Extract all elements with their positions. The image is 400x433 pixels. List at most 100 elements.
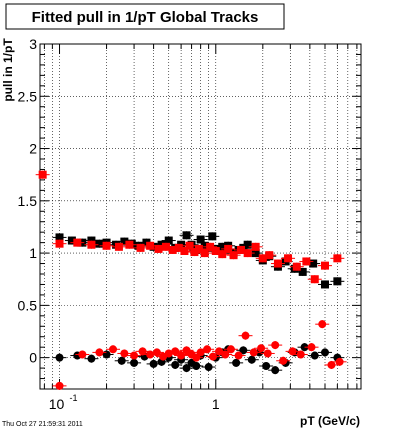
data-point-circle bbox=[221, 350, 230, 359]
data-point-circle bbox=[146, 350, 155, 359]
y-tick-label: 0.5 bbox=[18, 297, 38, 313]
data-point-square bbox=[265, 251, 274, 260]
data-point-square bbox=[87, 236, 96, 245]
data-point-square bbox=[182, 231, 191, 240]
data-point-circle bbox=[203, 345, 212, 354]
y-tick-label: 0 bbox=[29, 350, 37, 366]
data-point-square bbox=[292, 262, 301, 271]
data-point-square bbox=[125, 240, 134, 249]
title-box: Fitted pull in 1/pT Global Tracks bbox=[5, 3, 285, 30]
data-point-circle bbox=[192, 353, 201, 362]
data-point-circle bbox=[257, 344, 266, 353]
data-point-square bbox=[196, 235, 205, 244]
data-point-square bbox=[224, 244, 233, 253]
data-point-square bbox=[229, 251, 238, 260]
data-point-circle bbox=[247, 355, 256, 364]
data-point-circle bbox=[182, 364, 191, 373]
data-point-circle bbox=[249, 348, 258, 357]
data-point-circle bbox=[204, 363, 213, 372]
data-point-square bbox=[298, 267, 307, 276]
data-point-square bbox=[161, 242, 170, 251]
data-point-circle bbox=[296, 350, 305, 359]
data-point-circle bbox=[109, 345, 118, 354]
data-point-square bbox=[55, 233, 64, 242]
title-frame bbox=[5, 3, 285, 30]
y-tick-label: 3 bbox=[29, 36, 37, 52]
data-point-square bbox=[102, 241, 111, 250]
data-point-square bbox=[194, 244, 203, 253]
data-point-square bbox=[67, 236, 76, 245]
data-point-circle bbox=[117, 356, 126, 365]
data-point-square bbox=[333, 254, 342, 263]
data-marks bbox=[35, 170, 347, 390]
data-point-square bbox=[168, 245, 177, 254]
data-point-circle bbox=[318, 320, 327, 329]
data-point-square bbox=[200, 249, 209, 258]
data-point-square bbox=[218, 242, 227, 251]
data-point-circle bbox=[87, 354, 96, 363]
y-tick-label: 1 bbox=[29, 245, 37, 261]
x-axis-label: pT (GeV/c) bbox=[300, 414, 360, 428]
data-point-square bbox=[211, 247, 220, 255]
data-point-square bbox=[185, 241, 194, 250]
data-point-square bbox=[73, 238, 82, 247]
data-point-circle bbox=[152, 348, 161, 357]
x-tick-label: 10 bbox=[49, 396, 65, 412]
data-point-circle bbox=[234, 351, 243, 360]
data-point-circle bbox=[307, 343, 316, 352]
data-point-circle bbox=[120, 349, 129, 358]
data-point-square bbox=[95, 239, 104, 248]
data-point-circle bbox=[232, 358, 241, 367]
data-point-square bbox=[180, 247, 189, 255]
data-point-circle bbox=[102, 350, 111, 359]
axes: 10 -1 100.511.522.53 bbox=[18, 36, 362, 412]
data-point-circle bbox=[271, 341, 280, 350]
data-point-square bbox=[333, 277, 342, 286]
data-point-circle bbox=[263, 349, 272, 358]
data-point-circle bbox=[310, 351, 319, 360]
data-point-square bbox=[273, 259, 282, 268]
data-point-circle bbox=[271, 366, 280, 375]
data-point-circle bbox=[262, 362, 271, 370]
chart-title: Fitted pull in 1/pT Global Tracks bbox=[32, 9, 259, 26]
data-point-square bbox=[251, 249, 260, 258]
data-point-circle bbox=[95, 348, 104, 357]
y-tick-label: 2.5 bbox=[18, 88, 38, 104]
data-point-circle bbox=[78, 350, 87, 359]
data-point-square bbox=[310, 275, 319, 284]
data-point-circle bbox=[241, 331, 250, 340]
data-point-square bbox=[55, 239, 64, 248]
y-tick-label: 2 bbox=[29, 141, 37, 157]
data-point-square bbox=[251, 242, 260, 251]
data-point-square bbox=[164, 236, 173, 245]
data-point-square bbox=[146, 241, 155, 250]
data-point-circle bbox=[192, 362, 201, 370]
data-point-square bbox=[218, 250, 227, 259]
data-point-circle bbox=[138, 347, 147, 356]
data-point-circle bbox=[130, 351, 139, 360]
data-point-circle bbox=[226, 345, 235, 354]
data-point-square bbox=[154, 244, 163, 253]
x-tick-label-exponent: -1 bbox=[70, 393, 78, 403]
data-point-square bbox=[320, 261, 329, 270]
data-point-circle bbox=[335, 357, 344, 366]
data-point-square bbox=[38, 170, 47, 179]
data-point-square bbox=[309, 259, 318, 268]
data-point-square bbox=[284, 254, 293, 263]
data-point-circle bbox=[171, 347, 180, 356]
data-point-square bbox=[320, 280, 329, 289]
data-point-circle bbox=[171, 360, 180, 369]
data-point-square bbox=[157, 240, 166, 249]
data-point-square bbox=[190, 248, 199, 257]
data-point-square bbox=[236, 245, 245, 254]
data-point-circle bbox=[209, 352, 218, 361]
data-point-circle bbox=[177, 351, 186, 360]
data-point-circle bbox=[239, 346, 248, 355]
data-point-circle bbox=[215, 347, 224, 356]
data-point-circle bbox=[149, 359, 158, 368]
data-point-square bbox=[87, 240, 96, 249]
data-point-square bbox=[243, 249, 252, 258]
data-point-square bbox=[302, 257, 311, 266]
data-point-square bbox=[208, 232, 217, 241]
